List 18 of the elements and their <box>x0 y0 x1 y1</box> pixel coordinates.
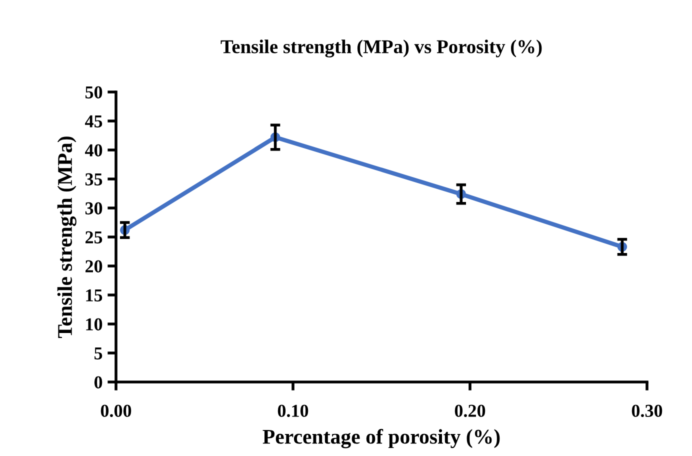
x-tick-label: 0.20 <box>454 404 486 418</box>
x-tick-label: 0.00 <box>100 404 132 418</box>
y-tick-label: 50 <box>85 86 102 98</box>
y-tick-label: 45 <box>85 115 102 128</box>
y-tick-label: 30 <box>85 202 102 214</box>
x-tick-label: 0.10 <box>278 404 308 418</box>
chart-title: Tensile strength (MPa) vs Porosity (%) <box>220 40 542 58</box>
y-tick-label: 35 <box>85 173 102 186</box>
y-tick-label: 20 <box>86 260 102 272</box>
y-tick-label: 40 <box>85 144 102 156</box>
y-axis-title: Tensile strength (MPa) <box>57 136 76 338</box>
y-tick-label: 10 <box>86 318 102 330</box>
x-tick-label: 0.30 <box>632 404 662 418</box>
y-tick-label: 0 <box>94 376 102 388</box>
y-tick-label: 25 <box>86 231 102 244</box>
y-tick-label: 15 <box>86 289 102 302</box>
x-axis-title: Percentage of porosity (%) <box>262 428 500 448</box>
y-tick-label: 5 <box>94 347 102 360</box>
